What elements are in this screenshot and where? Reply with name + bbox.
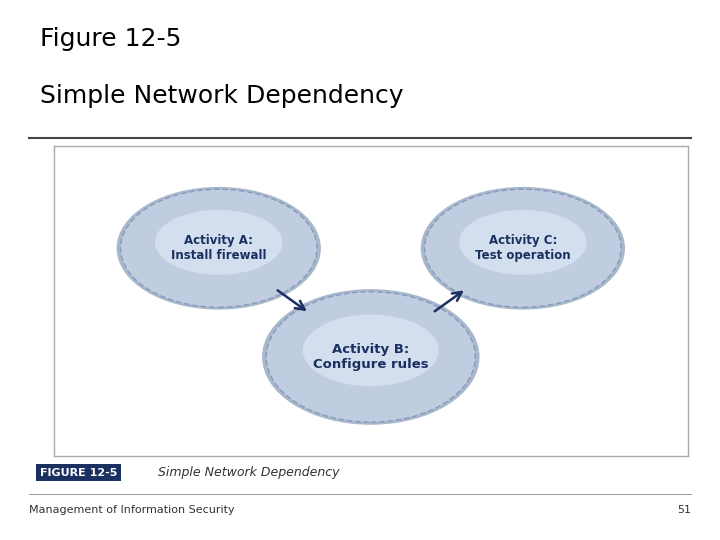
Ellipse shape: [459, 210, 587, 275]
Ellipse shape: [266, 292, 475, 422]
Text: Simple Network Dependency: Simple Network Dependency: [40, 84, 403, 107]
Text: Activity A:
Install firewall: Activity A: Install firewall: [171, 234, 266, 262]
Ellipse shape: [420, 187, 625, 309]
Text: 51: 51: [678, 505, 691, 515]
Ellipse shape: [120, 189, 317, 307]
Ellipse shape: [155, 210, 282, 275]
Ellipse shape: [117, 187, 321, 309]
Ellipse shape: [262, 289, 480, 425]
Ellipse shape: [425, 189, 621, 307]
Ellipse shape: [303, 315, 438, 386]
Text: FIGURE 12-5: FIGURE 12-5: [40, 468, 117, 477]
Text: Activity B:
Configure rules: Activity B: Configure rules: [313, 343, 428, 371]
Text: Activity C:
Test operation: Activity C: Test operation: [475, 234, 571, 262]
FancyArrowPatch shape: [278, 291, 305, 309]
Text: Management of Information Security: Management of Information Security: [29, 505, 235, 515]
Text: Figure 12-5: Figure 12-5: [40, 27, 181, 51]
Text: Simple Network Dependency: Simple Network Dependency: [158, 466, 340, 479]
FancyArrowPatch shape: [435, 292, 462, 311]
